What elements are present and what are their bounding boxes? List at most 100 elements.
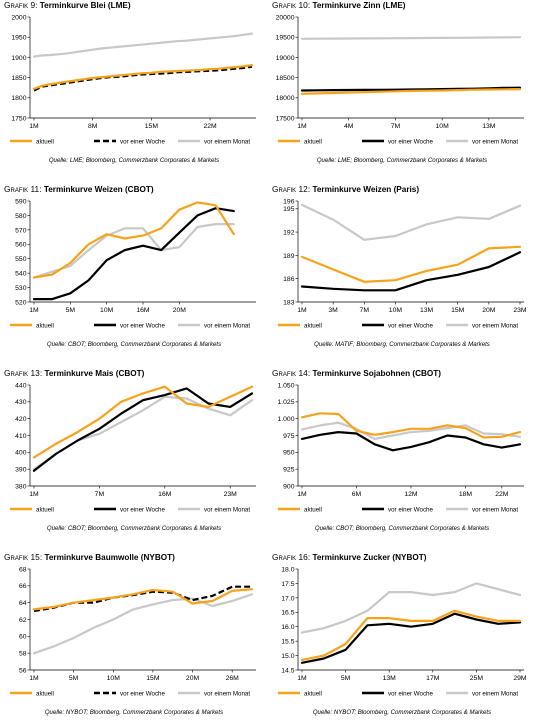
y-tick-label: 580 — [15, 213, 27, 220]
chart-title: Grafik 12: Terminkurve Weizen (Paris) — [272, 184, 532, 195]
axes — [29, 569, 256, 671]
legend-label: aktuell — [304, 138, 322, 145]
source-note: Quelle: CBOT; Bloomberg, Commerzbank Cor… — [314, 525, 490, 532]
source-note: Quelle: NYBOT; Bloomberg, Commerzbank Co… — [44, 709, 224, 716]
x-tick-label: 20M — [482, 307, 496, 314]
chart-title-text: Terminkurve Weizen (Paris) — [312, 185, 420, 194]
legend-label: vor einem Monat — [204, 690, 250, 697]
y-tick-label: 530 — [15, 285, 27, 292]
series-line-woche — [33, 65, 253, 92]
chart-title-text: Terminkurve Zucker (NYBOT) — [312, 553, 427, 562]
chart-title: Grafik 10: Terminkurve Zinn (LME) — [272, 0, 532, 11]
legend-label: vor einem Monat — [204, 138, 250, 145]
chart-panel-9: Grafik 9: Terminkurve Blei (LME) 1750 1800… — [4, 0, 264, 172]
chart-title: Grafik 13: Terminkurve Mais (CBOT) — [4, 368, 264, 379]
legend-label: vor einer Woche — [120, 138, 165, 145]
x-tick-label: 13M — [383, 675, 397, 682]
legend-label: vor einem Monat — [472, 506, 518, 513]
series-line-aktuell — [300, 87, 522, 95]
y-tick-label: 68 — [19, 566, 27, 573]
y-tick-label: 17500 — [276, 115, 295, 122]
legend-label: vor einer Woche — [388, 690, 433, 697]
x-tick-label: 10M — [107, 675, 121, 682]
x-tick-label: 8M — [88, 123, 98, 130]
legend-item-aktuell: aktuell — [10, 322, 54, 329]
y-tick-label: 66 — [19, 583, 27, 590]
y-tick-label: 1.000 — [277, 416, 294, 423]
series-line-monat — [32, 593, 254, 655]
chart-title-text: Terminkurve Sojabohnen (CBOT) — [312, 369, 442, 378]
x-tick-label: 12M — [404, 491, 418, 498]
series-line-monat — [32, 395, 254, 471]
chart-panel-13: Grafik 13: Terminkurve Mais (CBOT) 380 390… — [4, 368, 264, 540]
x-tick-label: 5M — [66, 307, 76, 314]
y-tick-label: 925 — [283, 467, 295, 474]
x-tick-label: 25M — [470, 675, 484, 682]
y-tick-label: 17.5 — [281, 581, 294, 588]
x-tick-label: 1M — [297, 675, 307, 682]
legend-label: aktuell — [304, 506, 322, 513]
source-note: Quelle: MATIF; Bloomberg, Commerzbank Co… — [314, 341, 490, 348]
series-line-aktuell — [300, 609, 522, 662]
source-note: Quelle: CBOT; Bloomberg, Commerzbank Cor… — [46, 341, 222, 348]
x-tick-label: 7M — [95, 491, 105, 498]
legend-label: aktuell — [36, 506, 54, 513]
legend-label: vor einer Woche — [120, 690, 165, 697]
y-tick-label: 64 — [19, 600, 27, 607]
legend-item-monat: vor einem Monat — [446, 138, 518, 145]
line-chart: 1750 1800 1850 1900 1950 2000 1M 8M 15M 22M aktuel… — [10, 14, 256, 145]
chart-title-text: Terminkurve Blei (LME) — [39, 1, 131, 10]
y-tick-label: 19000 — [276, 55, 295, 62]
y-tick-label: 62 — [19, 617, 27, 624]
y-tick-label: 56 — [19, 667, 27, 674]
x-tick-label: 15M — [145, 123, 159, 130]
x-tick-label: 1M — [297, 307, 307, 314]
legend-item-monat: vor einem Monat — [446, 690, 518, 697]
chart-panel-15: Grafik 15: Terminkurve Baumwolle (NYBOT)… — [4, 552, 264, 724]
y-tick-label: 550 — [15, 256, 27, 263]
x-tick-label: 10M — [436, 123, 450, 130]
y-tick-label: 18500 — [276, 75, 295, 82]
y-tick-label: 15.0 — [281, 653, 294, 660]
legend-item-aktuell: aktuell — [278, 690, 322, 697]
x-tick-label: 13M — [420, 307, 434, 314]
legend-label: vor einem Monat — [204, 322, 250, 329]
series-line-aktuell — [32, 588, 254, 611]
axes — [297, 569, 524, 671]
x-tick-label: 3M — [328, 307, 338, 314]
y-tick-label: 400 — [15, 450, 27, 457]
source-note: Quelle: LME; Bloomberg, Commerzbank Corp… — [48, 157, 220, 164]
legend-item-aktuell: aktuell — [278, 506, 322, 513]
series-line-woche — [300, 612, 522, 664]
legend-item-monat: vor einem Monat — [178, 322, 250, 329]
y-tick-label: 390 — [15, 467, 27, 474]
legend-item-monat: vor einem Monat — [446, 322, 518, 329]
x-tick-label: 16M — [158, 491, 172, 498]
x-tick-label: 1M — [29, 675, 39, 682]
y-tick-label: 1.050 — [277, 382, 294, 389]
chart-title: Grafik 15: Terminkurve Baumwolle (NYBOT) — [4, 552, 264, 563]
x-tick-label: 15M — [146, 675, 160, 682]
y-tick-label: 20000 — [276, 14, 295, 21]
y-tick-label: 58 — [19, 651, 27, 658]
chart-panel-11: Grafik 11: Terminkurve Weizen (CBOT) 520 5… — [4, 184, 264, 356]
y-tick-label: 17.0 — [281, 595, 294, 602]
legend-item-woche: vor einer Woche — [94, 322, 165, 329]
x-tick-label: 20M — [173, 307, 187, 314]
series-line-woche — [300, 251, 522, 292]
legend-label: aktuell — [304, 690, 322, 697]
legend-item-monat: vor einem Monat — [178, 690, 250, 697]
chart-title-text: Terminkurve Zinn (LME) — [312, 1, 406, 10]
series-line-monat — [300, 36, 522, 40]
series-line-aktuell — [32, 201, 235, 279]
y-tick-label: 2000 — [11, 14, 26, 21]
legend-item-aktuell: aktuell — [10, 690, 54, 697]
legend-item-woche: vor einer Woche — [94, 138, 165, 145]
legend-label: vor einer Woche — [120, 322, 165, 329]
chart-title-text: Terminkurve Weizen (CBOT) — [43, 185, 154, 194]
axes — [297, 17, 524, 119]
legend-item-aktuell: aktuell — [278, 138, 322, 145]
legend-item-woche: vor einer Woche — [362, 506, 433, 513]
series-line-aktuell — [300, 412, 522, 439]
